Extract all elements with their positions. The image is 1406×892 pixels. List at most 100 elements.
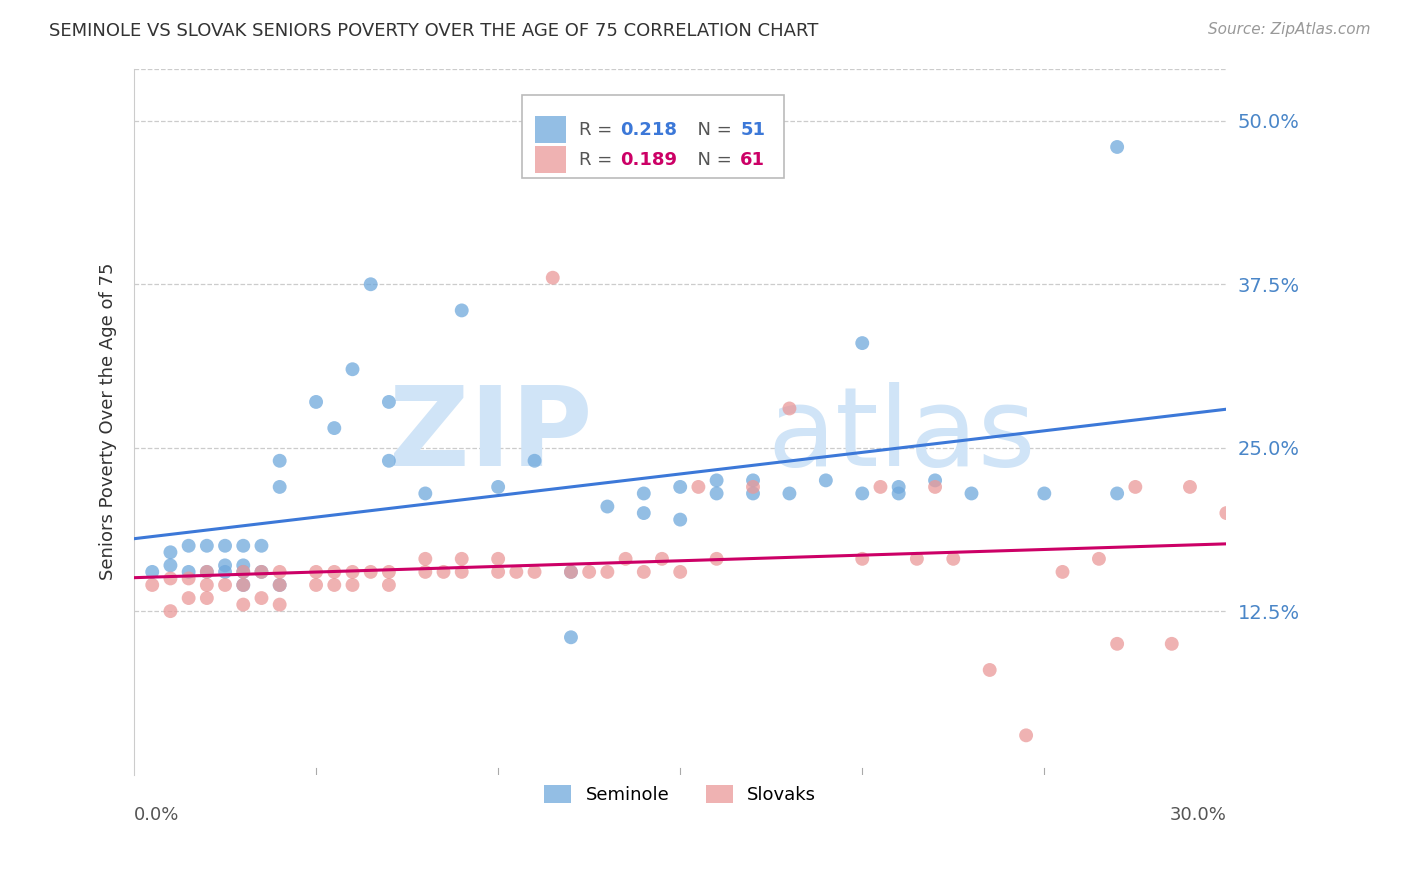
Point xyxy=(305,565,328,579)
Point xyxy=(177,571,200,585)
Point xyxy=(924,480,946,494)
Point xyxy=(378,395,401,409)
Point xyxy=(596,500,619,514)
Point xyxy=(232,565,254,579)
Point xyxy=(450,565,472,579)
Text: Source: ZipAtlas.com: Source: ZipAtlas.com xyxy=(1208,22,1371,37)
Point xyxy=(450,551,472,566)
Point xyxy=(378,454,401,468)
Text: 0.0%: 0.0% xyxy=(134,806,180,824)
Point xyxy=(869,480,891,494)
Point xyxy=(669,480,692,494)
Point xyxy=(887,486,910,500)
Point xyxy=(669,565,692,579)
Point xyxy=(942,551,965,566)
Point xyxy=(232,565,254,579)
Point xyxy=(214,558,236,573)
Legend: Seminole, Slovaks: Seminole, Slovaks xyxy=(537,778,824,812)
Point xyxy=(560,565,582,579)
Point xyxy=(633,565,655,579)
Text: ZIP: ZIP xyxy=(389,382,593,489)
Point xyxy=(195,591,218,605)
Point xyxy=(141,578,163,592)
Point xyxy=(523,565,546,579)
Point xyxy=(851,551,873,566)
Point xyxy=(578,565,600,579)
Point xyxy=(269,578,291,592)
Point xyxy=(323,421,346,435)
Point xyxy=(305,395,328,409)
Point xyxy=(415,551,437,566)
Point xyxy=(195,565,218,579)
Point xyxy=(232,558,254,573)
Point xyxy=(323,565,346,579)
Point xyxy=(177,565,200,579)
Y-axis label: Seniors Poverty Over the Age of 75: Seniors Poverty Over the Age of 75 xyxy=(100,263,117,581)
Text: 0.218: 0.218 xyxy=(620,120,678,138)
Point xyxy=(323,578,346,592)
FancyBboxPatch shape xyxy=(534,116,565,143)
Point xyxy=(486,565,509,579)
Point xyxy=(214,539,236,553)
Text: 51: 51 xyxy=(741,120,765,138)
Point xyxy=(541,270,564,285)
Point xyxy=(979,663,1001,677)
Point xyxy=(960,486,983,500)
Point xyxy=(177,591,200,605)
Point xyxy=(269,480,291,494)
Point xyxy=(560,630,582,644)
Text: R =: R = xyxy=(579,120,617,138)
Point xyxy=(1033,486,1056,500)
Point xyxy=(887,480,910,494)
Point xyxy=(1160,637,1182,651)
Text: 0.189: 0.189 xyxy=(620,151,678,169)
Point xyxy=(232,578,254,592)
Point xyxy=(232,578,254,592)
Point xyxy=(450,303,472,318)
Point xyxy=(159,571,181,585)
Point xyxy=(905,551,928,566)
Point xyxy=(486,480,509,494)
Point xyxy=(415,486,437,500)
Point xyxy=(778,486,800,500)
Point xyxy=(633,506,655,520)
Point xyxy=(688,480,710,494)
Point xyxy=(706,551,728,566)
Text: 30.0%: 30.0% xyxy=(1170,806,1226,824)
Point xyxy=(505,565,527,579)
Point xyxy=(742,486,765,500)
FancyBboxPatch shape xyxy=(534,146,565,173)
Point xyxy=(706,474,728,488)
Point xyxy=(250,591,273,605)
Point xyxy=(360,277,382,292)
Text: atlas: atlas xyxy=(768,382,1036,489)
Point xyxy=(342,565,364,579)
Point xyxy=(250,539,273,553)
Text: N =: N = xyxy=(686,151,737,169)
Point xyxy=(159,604,181,618)
Point xyxy=(232,598,254,612)
Point xyxy=(1107,140,1129,154)
Point xyxy=(214,578,236,592)
Point xyxy=(342,362,364,376)
Point xyxy=(269,454,291,468)
Text: R =: R = xyxy=(579,151,617,169)
Point xyxy=(1015,728,1038,742)
Point xyxy=(486,551,509,566)
Point xyxy=(1107,486,1129,500)
Point xyxy=(195,539,218,553)
Text: SEMINOLE VS SLOVAK SENIORS POVERTY OVER THE AGE OF 75 CORRELATION CHART: SEMINOLE VS SLOVAK SENIORS POVERTY OVER … xyxy=(49,22,818,40)
Point xyxy=(269,578,291,592)
Text: N =: N = xyxy=(686,120,737,138)
Point xyxy=(250,565,273,579)
Point xyxy=(305,578,328,592)
Point xyxy=(1123,480,1146,494)
Point xyxy=(851,336,873,351)
Point xyxy=(523,454,546,468)
Point xyxy=(195,578,218,592)
Point xyxy=(560,565,582,579)
Text: 61: 61 xyxy=(741,151,765,169)
Point xyxy=(269,598,291,612)
Point xyxy=(1052,565,1074,579)
Point xyxy=(633,486,655,500)
